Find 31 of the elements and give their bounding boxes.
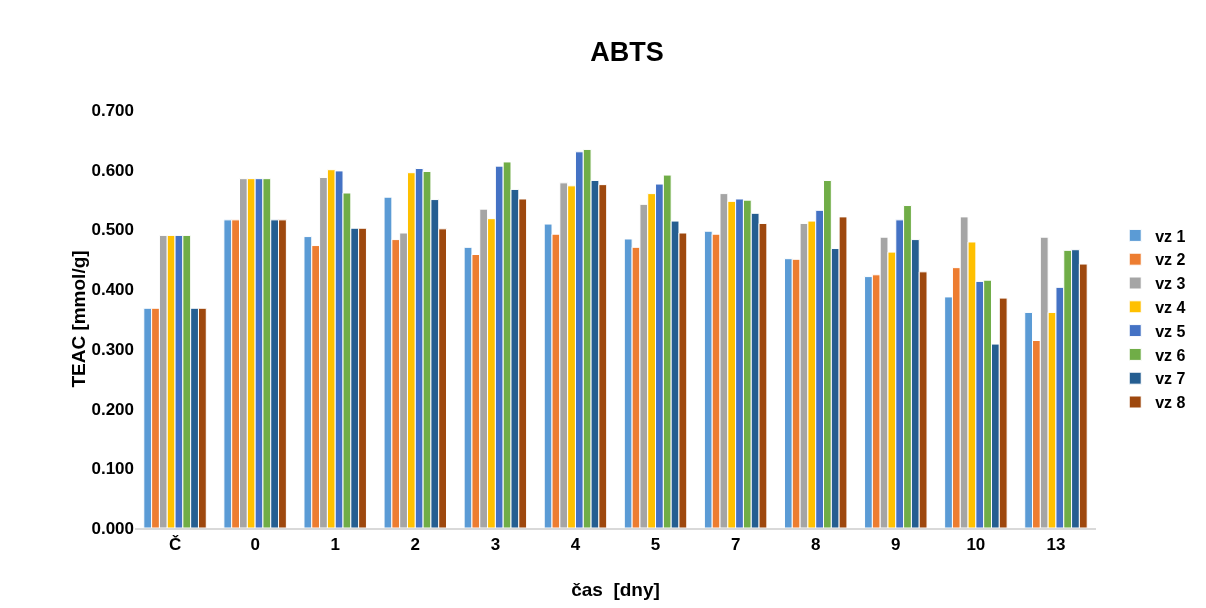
legend-label: vz 4 bbox=[1155, 299, 1186, 317]
x-tick-label: 0 bbox=[250, 535, 260, 555]
x-tick-label: 13 bbox=[1046, 535, 1066, 555]
y-tick-label: 0.000 bbox=[91, 518, 134, 538]
x-tick-label: 10 bbox=[966, 535, 986, 555]
x-axis-title: čas [dny] bbox=[571, 579, 660, 600]
legend-label: vz 1 bbox=[1155, 227, 1186, 245]
x-tick-label: 7 bbox=[730, 535, 741, 555]
y-tick-label: 0.500 bbox=[91, 220, 134, 240]
legend-label: vz 7 bbox=[1155, 370, 1186, 388]
x-tick-label: 1 bbox=[330, 535, 340, 555]
x-tick-label: 8 bbox=[810, 535, 821, 555]
legend-label: vz 2 bbox=[1155, 251, 1186, 269]
y-tick-label: 0.400 bbox=[91, 280, 134, 300]
y-tick-label: 0.100 bbox=[91, 459, 134, 479]
y-tick-label: 0.600 bbox=[91, 160, 134, 180]
x-tick-label: 3 bbox=[490, 535, 501, 555]
y-axis-title: TEAC [mmol/g] bbox=[68, 250, 90, 388]
x-tick-label: 9 bbox=[891, 535, 901, 555]
x-tick-label: 4 bbox=[570, 535, 581, 555]
legend-label: vz 6 bbox=[1155, 346, 1186, 364]
legend-label: vz 5 bbox=[1155, 322, 1186, 340]
y-tick-label: 0.300 bbox=[91, 339, 134, 359]
chart-title: ABTS bbox=[590, 37, 664, 68]
x-tick-label: 2 bbox=[410, 535, 421, 555]
legend-label: vz 8 bbox=[1155, 394, 1186, 412]
y-tick-label: 0.200 bbox=[91, 399, 134, 419]
x-tick-label: Č bbox=[168, 535, 182, 555]
x-tick-label: 5 bbox=[650, 535, 661, 555]
legend-label: vz 3 bbox=[1155, 275, 1186, 293]
y-tick-label: 0.700 bbox=[91, 100, 134, 120]
